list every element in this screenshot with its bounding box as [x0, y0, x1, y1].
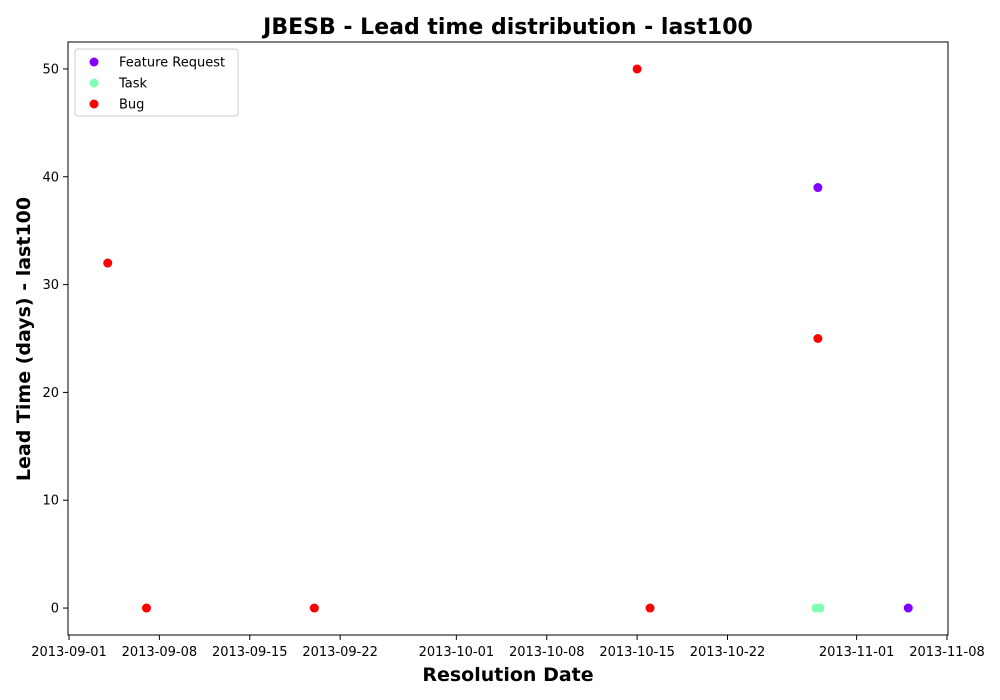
x-tick-label: 2013-11-01 — [819, 645, 895, 660]
y-tick-label: 50 — [42, 62, 59, 77]
data-point-bug — [633, 64, 642, 73]
legend: Feature Request Task Bug — [75, 49, 238, 116]
legend-marker — [90, 79, 99, 88]
x-tick-label: 2013-09-22 — [302, 645, 378, 660]
y-tick-label: 0 — [51, 602, 59, 617]
x-tick-label: 2013-10-22 — [690, 645, 766, 660]
data-point-feature-request — [904, 604, 913, 613]
x-tick-label: 2013-10-08 — [509, 645, 585, 660]
data-points — [103, 64, 913, 612]
legend-label: Feature Request — [119, 56, 225, 71]
x-tick-label: 2013-09-15 — [212, 645, 288, 660]
x-tick-label: 2013-10-15 — [599, 645, 675, 660]
data-point-bug — [813, 334, 822, 343]
legend-label: Bug — [119, 98, 144, 113]
data-point-task — [815, 604, 824, 613]
data-point-bug — [310, 604, 319, 613]
y-tick-label: 30 — [42, 278, 59, 293]
y-tick-label: 40 — [42, 170, 59, 185]
x-tick-label: 2013-11-08 — [909, 645, 985, 660]
y-tick-label: 20 — [42, 386, 59, 401]
chart-title: JBESB - Lead time distribution - last100 — [261, 15, 753, 40]
data-point-bug — [103, 259, 112, 268]
legend-label: Task — [118, 77, 148, 92]
x-tick-label: 2013-09-01 — [31, 645, 107, 660]
y-axis: 0 10 20 30 40 50 — [42, 62, 68, 616]
x-axis: 2013-09-01 2013-09-08 2013-09-15 2013-09-22… — [31, 635, 985, 660]
x-tick-label: 2013-09-08 — [122, 645, 198, 660]
data-point-bug — [646, 604, 655, 613]
x-tick-label: 2013-10-01 — [419, 645, 495, 660]
legend-marker — [90, 58, 99, 67]
data-point-bug — [142, 604, 151, 613]
legend-marker — [90, 100, 99, 109]
x-axis-label: Resolution Date — [422, 664, 593, 686]
data-point-feature-request — [813, 183, 822, 192]
y-tick-label: 10 — [42, 494, 59, 509]
y-axis-label: Lead Time (days) - last100 — [13, 197, 35, 481]
